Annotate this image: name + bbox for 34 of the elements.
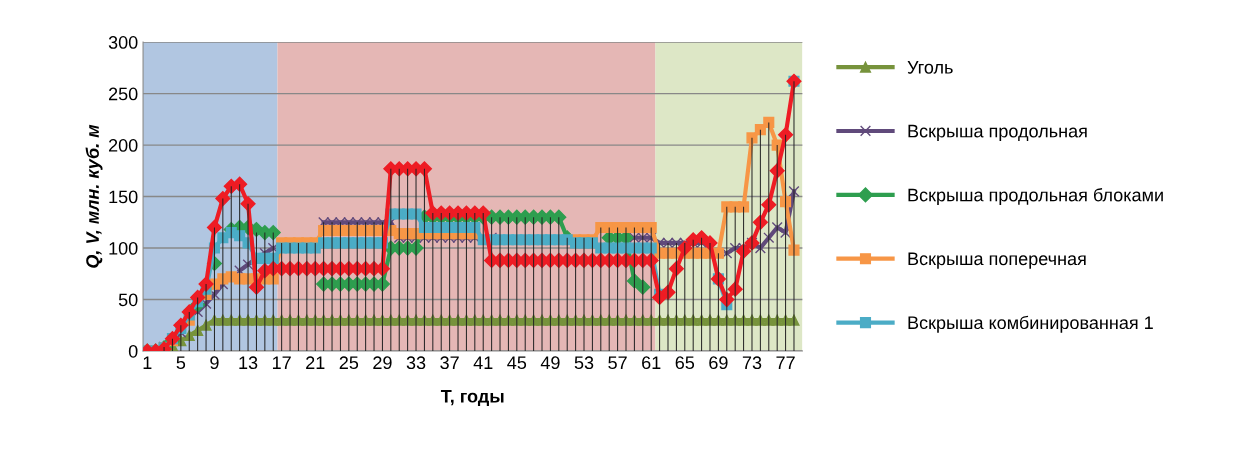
x-axis-title: T, годы (440, 390, 504, 407)
y-tick-label: 150 (109, 190, 138, 204)
legend-label: Вскрыша продольная блоками (908, 187, 1163, 205)
x-tick-label: 25 (339, 356, 359, 370)
y-tick-label: 0 (128, 344, 138, 358)
y-tick-label: 300 (108, 36, 138, 49)
y-tick-label: 200 (108, 139, 138, 152)
legend-label: Уголь (907, 61, 953, 74)
x-tick-label: 41 (473, 356, 493, 369)
x-tick-label: 69 (709, 356, 728, 370)
legend-label: Вскрыша продольная (908, 124, 1087, 142)
y-tick-label: 50 (118, 293, 138, 307)
legend-label: Вскрыша комбинированная 1 (908, 315, 1153, 333)
x-tick-label: 65 (675, 356, 695, 370)
legend-label: Вскрыша поперечная (908, 252, 1086, 269)
x-tick-label: 77 (776, 356, 795, 369)
x-tick-label: 57 (608, 356, 627, 370)
y-tick-label: 100 (109, 241, 138, 255)
x-tick-label: 61 (642, 356, 661, 370)
x-tick-label: 33 (406, 356, 426, 370)
x-tick-label: 13 (239, 356, 258, 370)
x-tick-label: 49 (540, 356, 560, 370)
x-tick-label: 5 (176, 356, 186, 370)
x-tick-label: 17 (272, 356, 291, 369)
x-tick-label: 37 (440, 356, 459, 370)
x-tick-label: 53 (574, 356, 594, 370)
x-tick-label: 21 (306, 356, 325, 369)
x-tick-label: 29 (373, 356, 392, 370)
y-tick-label: 250 (108, 87, 138, 101)
x-tick-label: 1 (143, 356, 152, 369)
x-tick-label: 9 (210, 356, 219, 370)
x-tick-label: 73 (742, 356, 762, 370)
x-tick-label: 45 (507, 356, 527, 370)
y-axis-title: Q, V, млн. куб. м (85, 124, 103, 268)
